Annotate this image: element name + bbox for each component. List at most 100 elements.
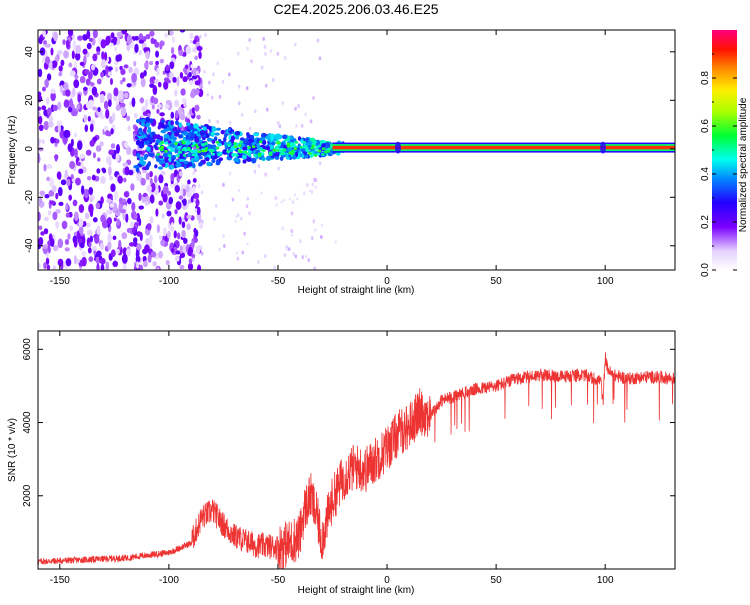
spectrogram-signal-cell bbox=[289, 141, 295, 148]
spectrogram-noise-cell bbox=[57, 124, 62, 133]
spectrogram-noise-cell bbox=[79, 75, 86, 84]
spectrogram-signal-cell bbox=[187, 161, 193, 166]
spectrogram-noise-cell bbox=[88, 186, 94, 196]
spectrogram-noise-cell bbox=[306, 183, 309, 188]
spectrogram-signal-cell bbox=[258, 140, 263, 144]
spectrogram-signal-cell bbox=[146, 146, 151, 152]
spectrogram-noise-cell bbox=[277, 121, 280, 126]
spectrogram-signal-cell bbox=[262, 139, 267, 145]
spectrogram-noise-cell bbox=[161, 213, 165, 219]
spectrogram-noise-cell bbox=[94, 234, 100, 244]
spectrogram-noise-cell bbox=[92, 30, 98, 39]
spectrogram-noise-cell bbox=[179, 72, 184, 79]
spectrogram-noise-cell bbox=[88, 256, 94, 262]
spectrogram-signal-cell bbox=[198, 155, 203, 160]
spectrogram-noise-cell bbox=[115, 97, 120, 107]
spectrogram-noise-cell bbox=[140, 77, 146, 88]
spectrogram-signal-cell bbox=[187, 124, 194, 131]
spectrogram-noise-cell bbox=[156, 224, 161, 234]
spectrogram-noise-cell bbox=[191, 107, 195, 114]
spectrogram-noise-cell bbox=[87, 71, 93, 80]
spectrogram-x-tick-label: 50 bbox=[491, 276, 503, 287]
spectrogram-noise-cell bbox=[48, 120, 54, 128]
spectrogram-signal-cell bbox=[155, 138, 162, 144]
spectrogram-noise-cell bbox=[43, 109, 49, 117]
spectrogram-noise-cell bbox=[178, 49, 184, 57]
spectrogram-noise-cell bbox=[123, 64, 129, 69]
spectrogram-noise-cell bbox=[237, 188, 240, 192]
spectrogram-noise-cell bbox=[184, 212, 189, 222]
spectrogram-noise-cell bbox=[193, 88, 200, 95]
spectrogram-noise-cell bbox=[236, 51, 240, 56]
spectrogram-signal-cell bbox=[246, 142, 252, 146]
spectrogram-noise-cell bbox=[253, 169, 257, 174]
spectrogram-noise-cell bbox=[75, 44, 82, 55]
spectrogram-signal-cell bbox=[205, 157, 210, 162]
spectrogram-noise-cell bbox=[100, 39, 107, 49]
spectrogram-y-tick-label: -20 bbox=[24, 190, 35, 205]
spectrogram-noise-cell bbox=[127, 197, 132, 205]
spectrogram-noise-cell bbox=[107, 66, 113, 71]
spectrogram-noise-cell bbox=[72, 235, 78, 244]
spectrogram-noise-cell bbox=[133, 132, 137, 142]
spectrogram-noise-cell bbox=[173, 230, 177, 239]
figure-title: C2E4.2025.206.03.46.E25 bbox=[273, 1, 438, 17]
spectrogram-noise-cell bbox=[185, 45, 192, 55]
spectrogram-signal-cell bbox=[233, 157, 240, 163]
spectrogram-signal-cell bbox=[251, 145, 256, 149]
spectrogram-noise-cell bbox=[248, 211, 251, 216]
spectrogram-noise-cell bbox=[181, 98, 186, 104]
spectrogram-signal-cell bbox=[140, 160, 147, 166]
spectrogram-signal-cell bbox=[193, 130, 198, 135]
spectrogram-noise-cell bbox=[290, 233, 293, 237]
spectrogram-noise-cell bbox=[120, 106, 127, 117]
spectrogram-signal-cell bbox=[177, 145, 182, 149]
spectrogram-signal-cell bbox=[144, 116, 151, 123]
spectrogram-noise-cell bbox=[107, 92, 113, 102]
spectrogram-noise-cell bbox=[86, 30, 91, 40]
spectrogram-noise-cell bbox=[38, 106, 42, 111]
spectrogram-noise-cell bbox=[88, 203, 94, 214]
spectrogram-noise-cell bbox=[87, 247, 92, 254]
spectrogram-noise-cell bbox=[120, 68, 126, 76]
spectrogram-noise-cell bbox=[115, 152, 120, 162]
spectrogram-noise-cell bbox=[291, 200, 295, 205]
spectrogram-noise-cell bbox=[195, 245, 201, 254]
spectrogram-noise-cell bbox=[188, 199, 192, 204]
spectrogram-signal-cell bbox=[191, 162, 196, 169]
spectrogram-signal-cell bbox=[239, 140, 244, 144]
spectrogram-signal-cell bbox=[312, 150, 316, 154]
spectrogram-noise-cell bbox=[76, 140, 83, 151]
snr-y-axis-label: SNR (10 * v/v) bbox=[7, 418, 18, 482]
spectrogram-signal-cell bbox=[243, 150, 248, 154]
spectrogram-signal-cell bbox=[133, 164, 140, 169]
spectrogram-signal-cell bbox=[285, 156, 291, 160]
spectrogram-noise-cell bbox=[85, 149, 92, 156]
spectrogram-signal-cell bbox=[163, 133, 170, 139]
spectrogram-noise-cell bbox=[67, 30, 74, 37]
spectrogram-noise-cell bbox=[89, 235, 94, 243]
spectrogram-signal-cell bbox=[316, 152, 320, 156]
spectrogram-noise-cell bbox=[135, 255, 141, 263]
spectrogram-noise-cell bbox=[149, 177, 153, 185]
spectrogram-signal-cell bbox=[187, 148, 191, 152]
spectrogram-noise-cell bbox=[142, 260, 148, 268]
spectrogram-noise-cell bbox=[203, 69, 206, 74]
spectrogram-noise-cell bbox=[143, 47, 150, 52]
colorbar-label: Normalized spectral amplitude bbox=[738, 97, 749, 232]
spectrogram-signal-cell bbox=[215, 127, 221, 131]
spectrogram-noise-cell bbox=[192, 67, 197, 76]
spectrogram-noise-cell bbox=[246, 196, 250, 201]
spectrogram-noise-cell bbox=[138, 49, 142, 56]
spectrogram-noise-cell bbox=[113, 87, 119, 97]
spectrogram-signal-cell bbox=[251, 157, 257, 164]
spectrogram-noise-cell bbox=[57, 186, 63, 197]
spectrogram-noise-cell bbox=[58, 65, 63, 72]
spectrogram-signal-cell bbox=[183, 160, 189, 165]
spectrogram-noise-cell bbox=[188, 71, 192, 78]
spectrogram-signal-cell bbox=[293, 147, 298, 151]
spectrogram-noise-cell bbox=[46, 176, 51, 182]
spectrogram-noise-cell bbox=[227, 72, 231, 77]
spectrogram-noise-cell bbox=[263, 254, 267, 259]
spectrogram-signal-cell bbox=[161, 119, 165, 124]
